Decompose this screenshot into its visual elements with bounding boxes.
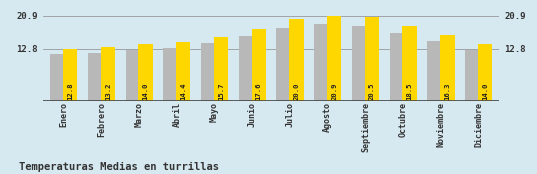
Text: 13.2: 13.2 [105, 82, 111, 100]
Bar [403, 26, 417, 101]
Bar [63, 49, 77, 101]
Text: 12.8: 12.8 [67, 82, 73, 100]
Bar [289, 19, 303, 101]
Bar [176, 42, 191, 101]
Bar [252, 29, 266, 101]
Bar [427, 41, 441, 101]
Text: 20.9: 20.9 [331, 82, 337, 100]
Bar [239, 36, 253, 101]
Text: 20.5: 20.5 [369, 82, 375, 100]
Bar [465, 50, 480, 101]
Text: 14.0: 14.0 [482, 82, 488, 100]
Bar [365, 17, 379, 101]
Bar [352, 26, 366, 101]
Bar [314, 24, 329, 101]
Bar [390, 33, 404, 101]
Text: 17.6: 17.6 [256, 82, 262, 100]
Bar [88, 53, 102, 101]
Bar [163, 48, 178, 101]
Bar [440, 35, 454, 101]
Text: 18.5: 18.5 [407, 82, 412, 100]
Text: 16.3: 16.3 [445, 82, 451, 100]
Text: 14.4: 14.4 [180, 82, 186, 100]
Bar [139, 44, 153, 101]
Bar [101, 47, 115, 101]
Bar [277, 28, 291, 101]
Bar [126, 50, 140, 101]
Text: 20.0: 20.0 [294, 82, 300, 100]
Bar [478, 44, 492, 101]
Text: 14.0: 14.0 [143, 82, 149, 100]
Text: Temperaturas Medias en turrillas: Temperaturas Medias en turrillas [19, 162, 219, 172]
Bar [327, 16, 342, 101]
Bar [201, 43, 215, 101]
Text: 15.7: 15.7 [218, 82, 224, 100]
Bar [50, 54, 64, 101]
Bar [214, 37, 228, 101]
